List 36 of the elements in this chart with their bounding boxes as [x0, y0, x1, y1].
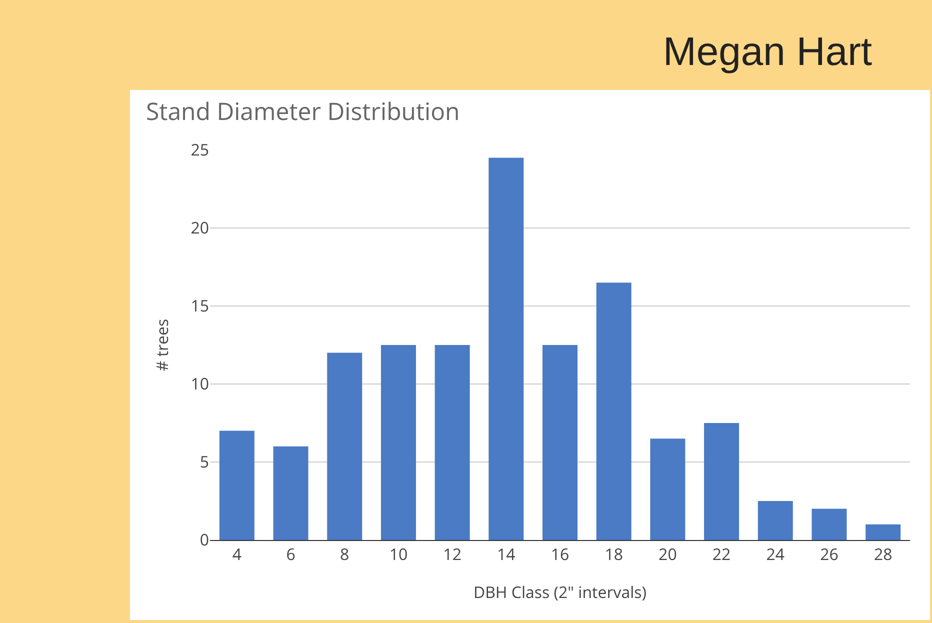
bar [434, 345, 470, 540]
x-axis-title: DBH Class (2" intervals) [473, 581, 647, 603]
x-tick-label: 18 [604, 543, 623, 566]
y-tick-label: 25 [190, 138, 209, 161]
bar [596, 282, 632, 540]
bar [488, 158, 524, 540]
text: Megan Hart [663, 30, 872, 75]
x-tick-label: 12 [443, 543, 462, 566]
x-tick-label: 14 [497, 543, 516, 566]
x-tick-label: 8 [340, 543, 350, 566]
x-tick-label: 26 [820, 543, 838, 566]
y-tick-label: 0 [200, 528, 209, 551]
y-tick-label: 10 [190, 372, 209, 395]
bar [380, 345, 416, 540]
bar [219, 430, 254, 540]
bar [650, 438, 686, 540]
x-tick-label: 6 [286, 543, 296, 566]
y-axis-title: # trees [151, 318, 173, 372]
x-tick-label: 16 [550, 543, 570, 566]
y-tick-label: 5 [200, 450, 209, 473]
x-tick-label: 4 [232, 543, 242, 566]
bar [327, 352, 362, 540]
bar [704, 423, 740, 540]
x-tick-label: 22 [712, 543, 731, 566]
bar [812, 508, 847, 540]
bar [273, 446, 308, 540]
x-tick-label: 24 [766, 543, 785, 566]
y-tick-label: 20 [190, 216, 209, 239]
bar [542, 345, 578, 540]
x-tick-label: 10 [389, 543, 408, 566]
chart-title: Stand Diameter Distribution [146, 95, 460, 128]
bar [758, 501, 793, 540]
x-tick-label: 28 [874, 543, 892, 566]
y-tick-label: 15 [190, 294, 209, 317]
bar [866, 524, 901, 540]
x-tick-label: 20 [658, 543, 677, 566]
